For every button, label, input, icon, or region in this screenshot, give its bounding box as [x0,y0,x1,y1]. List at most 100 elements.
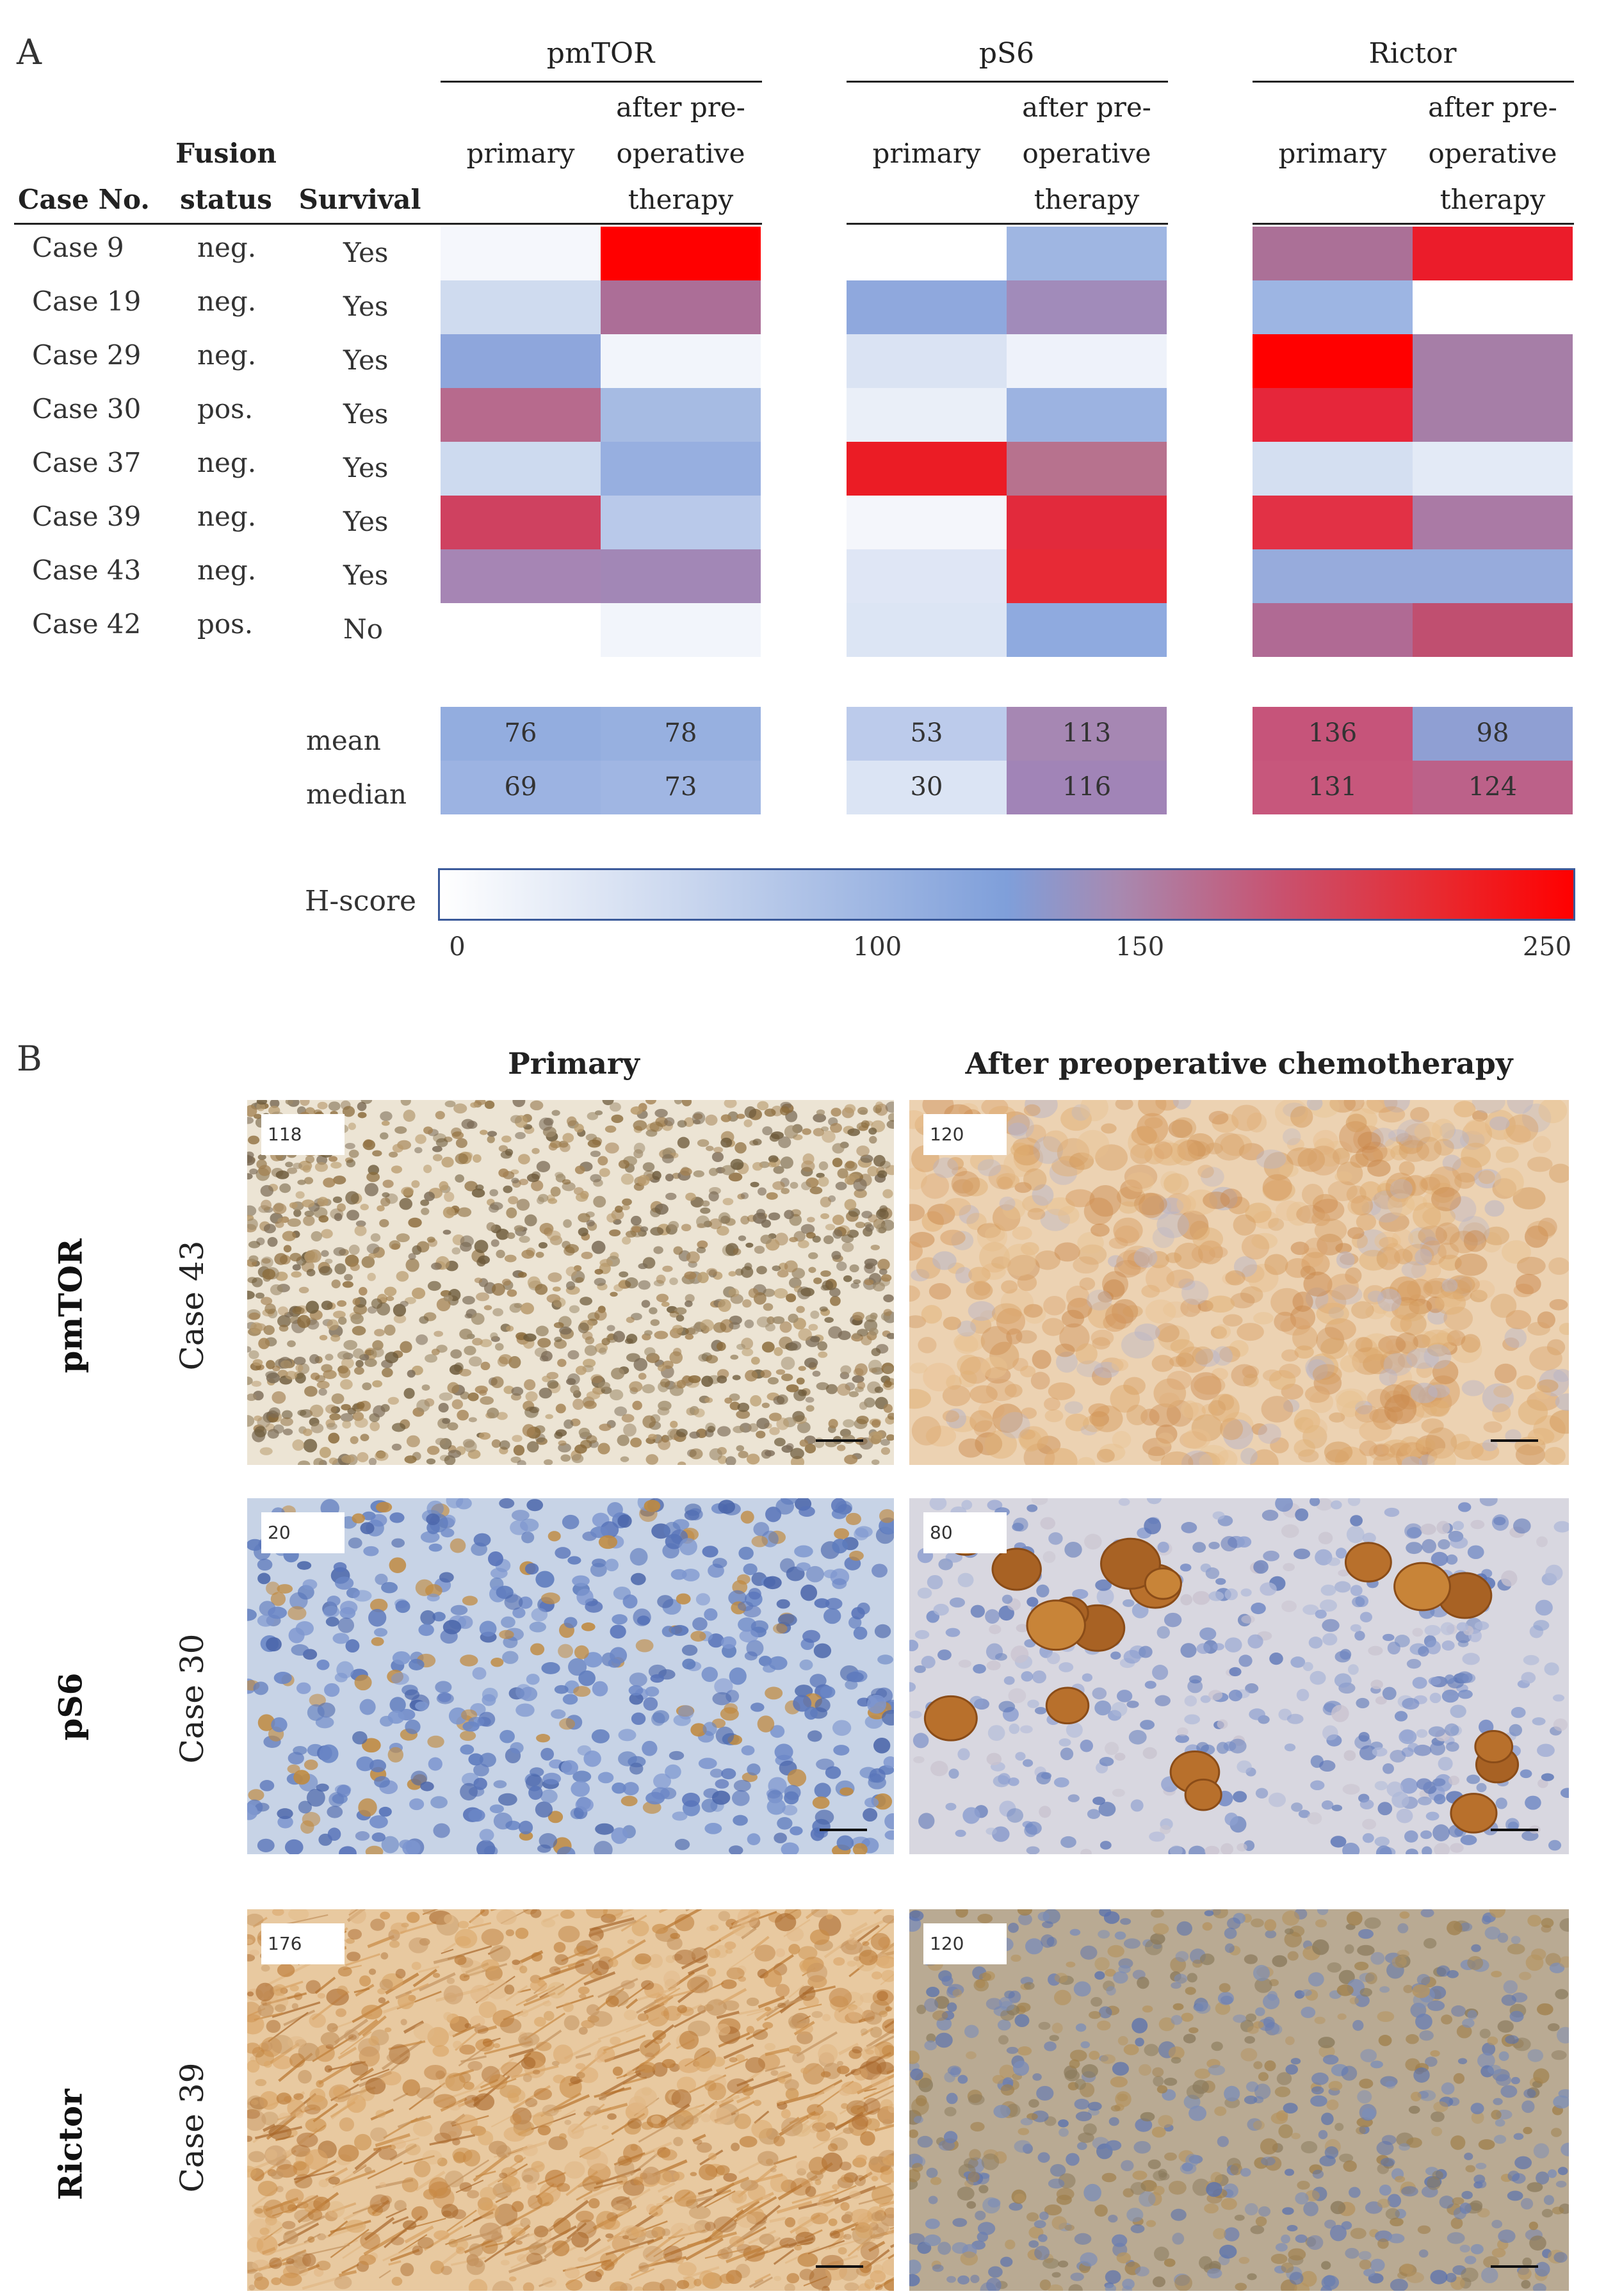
case-number: Case 19 [32,286,142,317]
legend-tick-label: 100 [852,932,902,962]
hscore-box: 176 [261,1923,345,1964]
heatmap-cell-ps6-after [1007,442,1167,496]
heatmap-cell-ps6-after [1007,496,1167,549]
heatmap-cell-pmtor-primary [441,334,601,388]
median-cell [1253,761,1413,814]
column-header-primary: Primary [508,1046,640,1081]
marker-label-pmtor: pmTOR [51,1238,90,1373]
tissue-texture [909,1909,1569,2291]
fusion-status: neg. [197,554,257,586]
group-rule-pmtor [441,81,762,83]
legend-label: H-score [305,885,417,918]
heatmap-cell-pmtor-primary [441,442,601,496]
heatmap-cell-ps6-after [1007,603,1167,657]
hscore-box: 80 [923,1512,1007,1553]
median-cell [441,761,601,814]
scale-bar [1491,1439,1538,1442]
heatmap-cell-rictor-after [1413,334,1573,388]
scale-bar [1491,1829,1538,1831]
scale-bar [816,1439,863,1442]
survival-status: Yes [343,452,389,483]
fusion-status: pos. [197,393,254,424]
heatmap-cell-ps6-after [1007,388,1167,442]
hscore-color-scale [438,868,1575,921]
header-rictor-primary: primary [1278,138,1387,169]
median-cell [601,761,761,814]
heatmap-cell-rictor-after [1413,227,1573,280]
mean-value: 53 [910,718,943,748]
heatmap-cell-rictor-primary [1253,227,1413,280]
mean-value: 113 [1062,718,1112,748]
heatmap-cell-ps6-primary [847,442,1007,496]
heatmap-cell-pmtor-primary [441,227,601,280]
median-cell [1413,761,1573,814]
group-rule-ps6 [847,81,1168,83]
case-number: Case 9 [32,232,124,263]
median-cell [1007,761,1167,814]
hscore-box: 118 [261,1114,345,1155]
heatmap-cell-ps6-primary [847,549,1007,603]
micrograph-pmtor-primary: 118 [247,1100,894,1465]
heatmap-cell-rictor-after [1413,280,1573,334]
micrograph-rictor-primary: 176 [247,1909,894,2291]
legend-tick-label: 0 [449,932,466,962]
median-value: 69 [504,772,537,802]
heatmap-cell-pmtor-after [601,280,761,334]
median-value: 73 [664,772,697,802]
heatmap-cell-ps6-primary [847,496,1007,549]
header-rule-left [14,223,762,225]
fusion-status: pos. [197,608,254,640]
median-value: 124 [1468,772,1518,802]
micrograph-ps6-after: 80 [909,1498,1569,1854]
heatmap-cell-rictor-primary [1253,496,1413,549]
survival-status: Yes [343,344,389,376]
heatmap-cell-ps6-after [1007,227,1167,280]
median-cell [847,761,1007,814]
header-rule-ps6 [847,223,1168,225]
case-number: Case 37 [32,447,142,478]
survival-status: Yes [343,398,389,430]
heatmap-cell-rictor-after [1413,603,1573,657]
median-label: median [306,779,407,810]
case-number: Case 30 [32,393,142,424]
marker-label-rictor: Rictor [51,2089,90,2201]
tissue-texture [909,1498,1569,1854]
heatmap-cell-pmtor-after [601,334,761,388]
case-label-43: Case 43 [174,1240,211,1371]
heatmap-cell-ps6-primary [847,603,1007,657]
heatmap-cell-rictor-primary [1253,280,1413,334]
survival-status: No [343,613,384,645]
mean-value: 76 [504,718,537,748]
case-number: Case 42 [32,608,142,640]
header-ps6-primary: primary [872,138,981,169]
heatmap-cell-ps6-after [1007,549,1167,603]
micrograph-rictor-after: 120 [909,1909,1569,2291]
case-label-30: Case 30 [174,1633,211,1764]
heatmap-cell-pmtor-primary [441,496,601,549]
case-number: Case 29 [32,339,142,371]
median-value: 116 [1062,772,1112,802]
heatmap-cell-ps6-primary [847,388,1007,442]
heatmap-cell-rictor-after [1413,442,1573,496]
hscore-box: 120 [923,1923,1007,1964]
scale-bar [820,1829,867,1831]
legend-tick-label: 250 [1522,932,1572,962]
heatmap-cell-rictor-after [1413,496,1573,549]
mean-cell [847,707,1007,761]
micrograph-ps6-primary: 20 [247,1498,894,1854]
mean-cell [601,707,761,761]
heatmap-cell-rictor-primary [1253,334,1413,388]
heatmap-cell-rictor-after [1413,388,1573,442]
header-pmtor-after: after pre-operative therapy [616,92,745,215]
mean-cell [441,707,601,761]
heatmap-cell-rictor-primary [1253,442,1413,496]
case-number: Case 43 [32,554,142,586]
survival-status: Yes [343,506,389,537]
heatmap-cell-pmtor-after [601,388,761,442]
heatmap-cell-pmtor-primary [441,549,601,603]
scale-bar [816,2265,863,2268]
mean-cell [1413,707,1573,761]
header-fusion-status: Fusion status [175,138,277,215]
header-case-no: Case No. [18,184,150,215]
heatmap-cell-rictor-primary [1253,603,1413,657]
